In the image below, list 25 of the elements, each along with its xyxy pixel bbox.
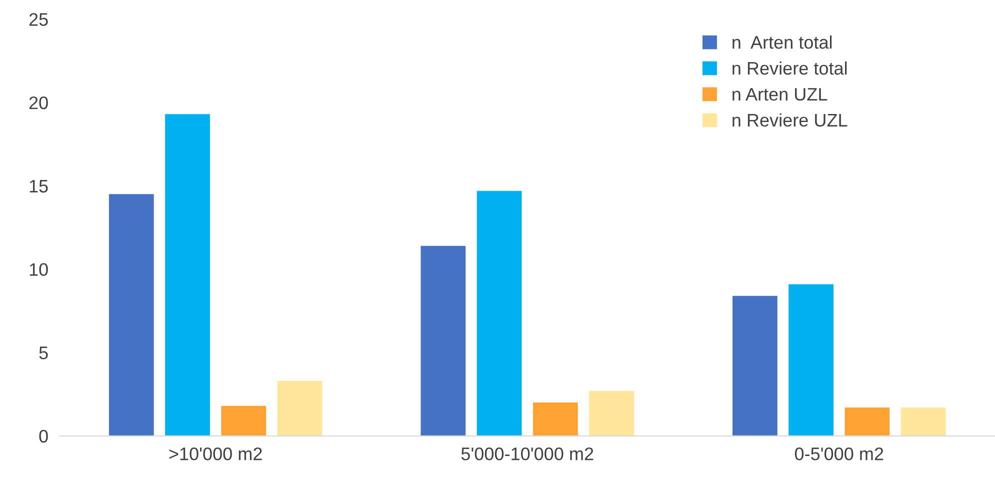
y-tick-label: 5 [39,346,48,360]
bar [532,402,578,436]
bar [732,296,778,436]
bar [221,406,266,436]
bar [420,246,466,436]
y-tick-label: 15 [30,180,48,193]
x-tick-label: >10'000 m2 [169,447,262,460]
y-tick-label: 20 [29,96,48,110]
bar [108,194,154,436]
bar [165,114,210,436]
legend-label: n Reviere UZL [732,113,848,127]
y-tick-label: 25 [29,13,48,26]
x-tick-label: 0-5'000 m2 [794,447,884,460]
bar [277,380,322,436]
legend-label: n Reviere total [732,61,847,75]
y-tick-label: 10 [30,263,48,276]
legend-label: n Arten UZL [732,88,828,101]
bar [589,390,634,436]
bar [844,408,890,436]
x-tick-label: 5'000-10'000 m2 [461,447,594,460]
bar [476,190,522,436]
bar [788,284,834,436]
legend-label: n Arten total [732,36,832,49]
y-tick-label: 0 [39,430,48,443]
bar [900,408,946,436]
